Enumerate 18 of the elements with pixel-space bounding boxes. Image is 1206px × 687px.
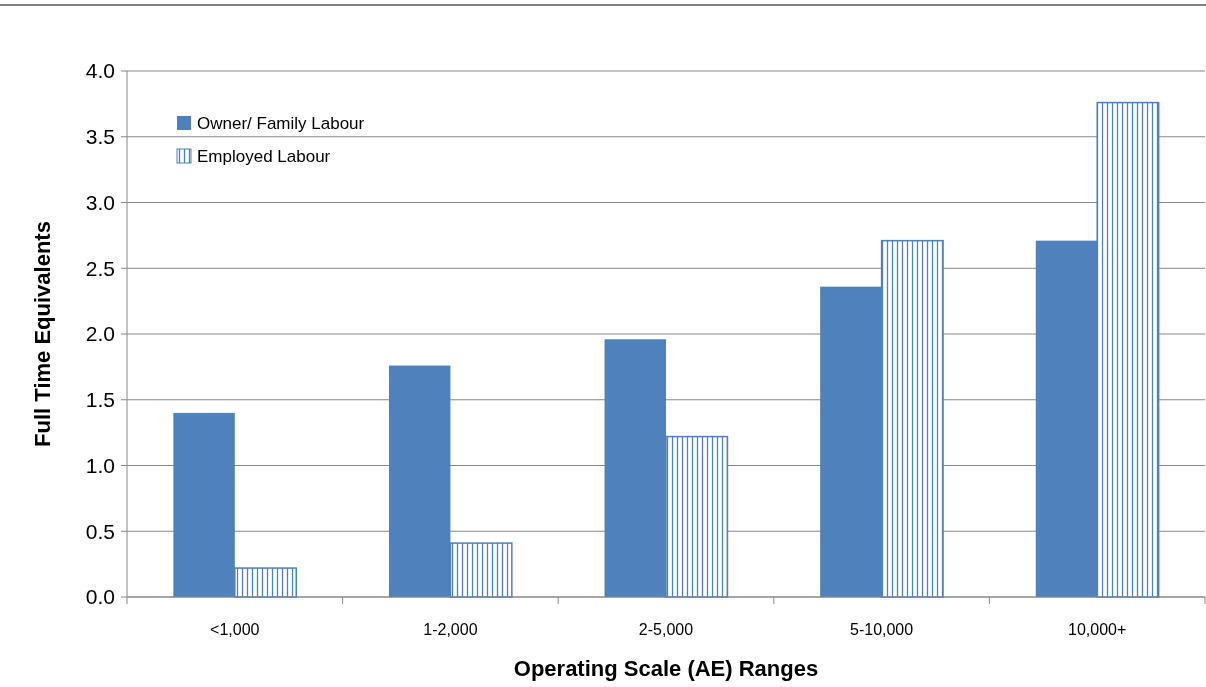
y-tick-label: 2.5 — [85, 256, 115, 280]
y-tick-label: 1.0 — [85, 453, 115, 477]
y-tick-label: 3.5 — [85, 125, 115, 149]
y-tick-label: 0.0 — [85, 585, 115, 609]
y-tick-label: 4.0 — [85, 59, 115, 83]
y-tick-label: 2.0 — [85, 322, 115, 346]
legend-label: Owner/ Family Labour — [197, 113, 365, 133]
y-tick-label: 3.0 — [85, 190, 115, 214]
x-tick-label: 1-2,000 — [423, 621, 478, 638]
y-axis-title: Full Time Equivalents — [30, 221, 55, 447]
x-tick-label: <1,000 — [210, 621, 260, 638]
x-tick-label: 2-5,000 — [638, 621, 694, 638]
legend-label: Employed Labour — [197, 146, 331, 166]
x-tick-label: 10,000+ — [1068, 621, 1127, 638]
y-tick-label: 0.5 — [85, 519, 115, 543]
x-tick-label: 5-10,000 — [850, 621, 914, 638]
x-axis-title: Operating Scale (AE) Ranges — [513, 656, 819, 681]
y-tick-label: 1.5 — [85, 388, 115, 412]
